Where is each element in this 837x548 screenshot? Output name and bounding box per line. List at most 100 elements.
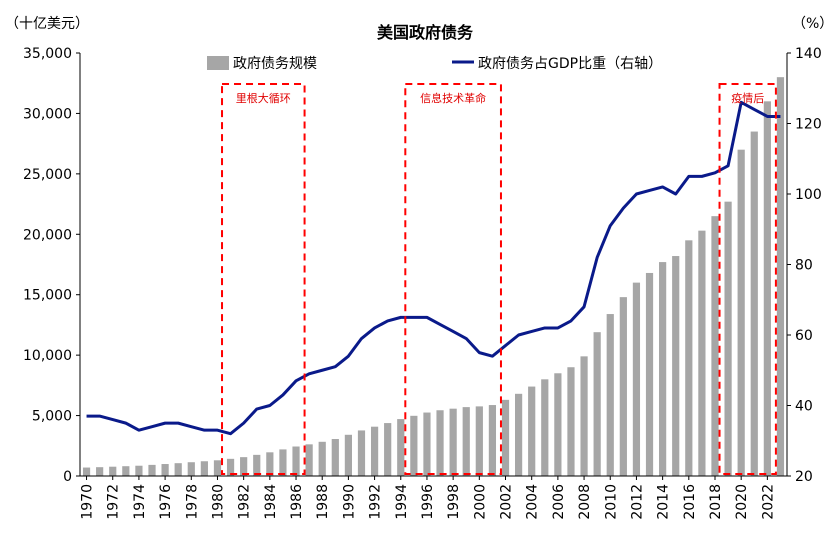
left-tick-label-5000: 5,000 [32, 409, 72, 425]
bar-1971 [96, 467, 104, 476]
bar-2004 [528, 386, 536, 476]
bar-2015 [672, 256, 680, 476]
bar-1970 [82, 467, 91, 476]
chart-title: 美国政府债务 [377, 23, 474, 42]
bar-2007 [567, 367, 575, 476]
x-tick-label-1988: 1988 [315, 484, 331, 520]
x-tick-label-1982: 1982 [237, 484, 253, 520]
x-tick-label-1978: 1978 [184, 484, 200, 520]
x-tick-label-1972: 1972 [106, 484, 122, 520]
bar-1985 [279, 449, 287, 476]
x-tick-label-1976: 1976 [158, 484, 174, 520]
x-tick-label-1990: 1990 [341, 484, 357, 520]
bar-2012 [632, 282, 641, 476]
bar-2003 [515, 393, 523, 476]
x-tick-label-1998: 1998 [446, 484, 462, 520]
bar-1994 [397, 419, 405, 476]
x-tick-label-2000: 2000 [472, 484, 488, 520]
bar-2002 [501, 399, 510, 476]
bar-1991 [357, 430, 366, 476]
x-tick-label-1994: 1994 [394, 484, 410, 520]
right-tick-label-140: 140 [795, 46, 822, 62]
bar-1980 [213, 460, 222, 476]
x-tick-label-1992: 1992 [368, 484, 384, 520]
bar-1979 [200, 461, 208, 476]
bar-2022 [763, 101, 771, 476]
bar-1986 [292, 446, 300, 476]
bar-2009 [593, 332, 601, 476]
right-tick-label-40: 40 [795, 399, 813, 415]
bar-2005 [541, 379, 549, 476]
right-tick-label-60: 60 [795, 328, 813, 344]
annotation-box-0 [221, 83, 306, 475]
bar-2018 [711, 216, 719, 476]
left-axis: 0 5,000 10,000 15,000 20,000 25,000 30,000 35,0… [23, 46, 81, 485]
x-tick-label-2020: 2020 [734, 484, 750, 520]
bar-2013 [645, 272, 654, 476]
annotations: 里根大循环 信息技术革命 疫情后 [221, 83, 777, 475]
left-axis-label: （十亿美元） [5, 16, 89, 32]
x-tick-label-2016: 2016 [682, 484, 698, 520]
x-tick-label-1970: 1970 [80, 484, 96, 520]
bar-1977 [174, 463, 182, 476]
annotation-label-0: 里根大循环 [236, 91, 291, 105]
bar-1993 [384, 423, 392, 476]
x-tick-label-1980: 1980 [210, 484, 226, 520]
left-tick-label-0: 0 [63, 469, 72, 485]
right-tick-label-80: 80 [795, 258, 813, 274]
bar-1987 [305, 444, 313, 476]
bar-1974 [135, 465, 143, 476]
bar-1989 [331, 439, 339, 476]
x-tick-label-1974: 1974 [132, 484, 148, 520]
bar-1983 [253, 454, 261, 476]
bar-2008 [580, 356, 588, 476]
right-tick-label-120: 120 [795, 117, 822, 133]
right-tick-label-100: 100 [795, 187, 822, 203]
x-tick-label-2012: 2012 [629, 484, 645, 520]
bar-2006 [554, 373, 562, 476]
bar-2019 [724, 201, 732, 476]
bar-1992 [370, 426, 379, 476]
bar-1978 [187, 462, 195, 476]
bar-1996 [423, 412, 431, 476]
bar-2021 [750, 131, 758, 477]
bar-1981 [226, 458, 235, 476]
legend-bar-label: 政府债务规模 [233, 56, 317, 72]
bar-2017 [698, 230, 706, 476]
annotation-box-2 [718, 83, 777, 475]
x-tick-label-2002: 2002 [499, 484, 515, 520]
bar-2011 [619, 297, 627, 476]
bar-1997 [436, 410, 444, 476]
x-axis: 1970 1972 1974 1976 1978 1980 1982 1984 1986 1988… [80, 475, 787, 520]
left-tick-label-30000: 30,000 [23, 106, 72, 122]
bar-2023 [776, 77, 785, 477]
bar-2020 [737, 149, 745, 476]
left-tick-label-15000: 15,000 [23, 288, 72, 304]
x-tick-label-2018: 2018 [708, 484, 724, 520]
legend-line-label: 政府债务占GDP比重（右轴） [478, 56, 662, 72]
bar-1990 [344, 434, 352, 476]
bar-1988 [318, 441, 326, 476]
left-tick-label-35000: 35,000 [23, 46, 72, 62]
left-tick-label-10000: 10,000 [23, 348, 72, 364]
bar-1984 [266, 452, 274, 476]
x-tick-label-2010: 2010 [603, 484, 619, 520]
legend-bar-swatch [207, 56, 229, 70]
annotation-label-2: 疫情后 [731, 91, 764, 105]
x-tick-label-1984: 1984 [263, 484, 279, 520]
bar-1995 [410, 415, 418, 476]
bar-2010 [606, 314, 614, 476]
x-tick-label-1986: 1986 [289, 484, 305, 520]
right-axis-label: （%） [792, 16, 833, 32]
x-tick-label-2006: 2006 [551, 484, 567, 520]
annotation-label-1: 信息技术革命 [420, 91, 486, 105]
bar-2001 [488, 405, 497, 476]
bar-2000 [475, 406, 483, 476]
bar-1999 [462, 407, 470, 476]
bar-1976 [161, 464, 169, 476]
bar-2014 [659, 262, 667, 476]
right-tick-label-20: 20 [795, 469, 813, 485]
x-tick-label-2014: 2014 [656, 484, 672, 520]
x-tick-label-1996: 1996 [420, 484, 436, 520]
